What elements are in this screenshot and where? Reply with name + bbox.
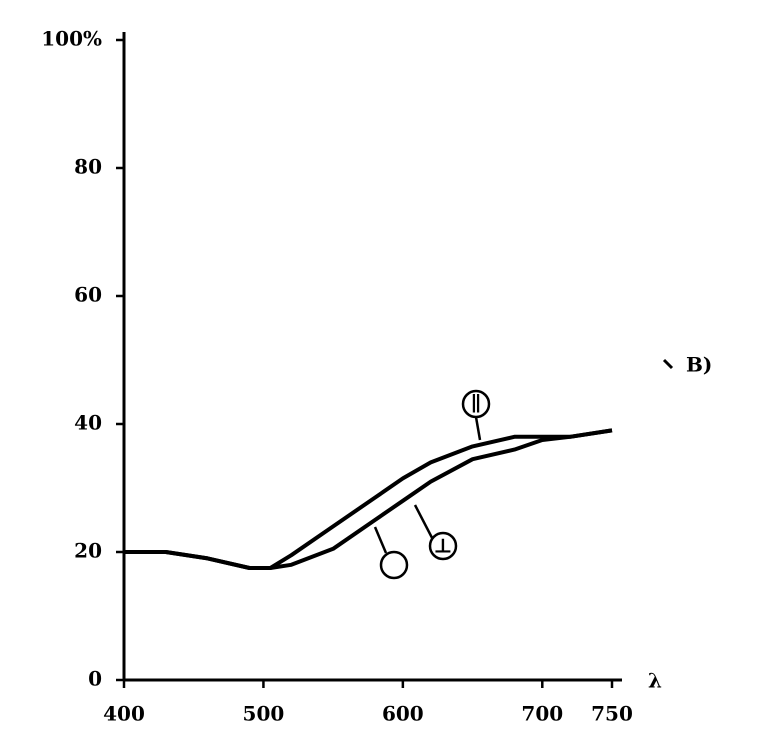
y-tick-label: 80 xyxy=(74,155,102,179)
x-tick-label: 700 xyxy=(521,702,563,726)
series-line xyxy=(124,428,613,570)
annotation-mark xyxy=(662,358,674,370)
annotation: B) xyxy=(686,353,712,377)
legend-label: ∥ xyxy=(471,392,482,416)
legend-circle xyxy=(461,389,491,419)
y-tick-label: 20 xyxy=(74,539,102,563)
x-tick-label: 600 xyxy=(382,702,424,726)
y-tick-label: 40 xyxy=(74,411,102,435)
y-tick-label: 60 xyxy=(74,283,102,307)
series-line xyxy=(124,428,613,570)
legend-circle xyxy=(428,531,458,561)
leader-line xyxy=(474,416,482,441)
x-tick-label: 500 xyxy=(243,702,285,726)
y-tick-label: 100% xyxy=(41,27,102,51)
x-tick-label: 750 xyxy=(591,702,633,726)
x-axis-label: λ xyxy=(648,669,662,693)
curve-marker xyxy=(379,550,409,580)
y-tick-label: 0 xyxy=(88,667,102,691)
x-tick-label: 400 xyxy=(103,702,145,726)
leader-line xyxy=(373,526,388,554)
legend-label: ⊥ xyxy=(433,534,452,558)
